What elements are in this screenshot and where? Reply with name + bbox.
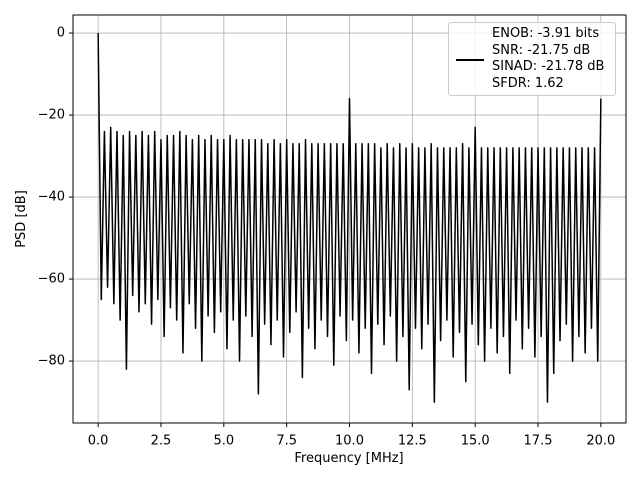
y-tick-label: −60 (38, 272, 65, 287)
legend-label: ENOB: -3.91 bits SNR: -21.75 dB SINAD: -… (492, 26, 605, 91)
y-tick-label: 0 (57, 26, 65, 41)
x-tick-label: 5.0 (213, 434, 234, 449)
psd-line (97, 33, 602, 403)
x-tick-label: 17.5 (524, 434, 553, 449)
plot-frame (72, 14, 627, 424)
y-tick-label: −20 (38, 108, 65, 123)
x-tick-label: 0.0 (88, 434, 109, 449)
x-tick-label: 12.5 (398, 434, 427, 449)
x-tick-label: 20.0 (586, 434, 615, 449)
y-tick-label: −80 (38, 354, 65, 369)
legend-swatch (456, 59, 484, 61)
x-tick-label: 10.0 (335, 434, 364, 449)
x-tick-label: 15.0 (461, 434, 490, 449)
x-tick-label: 2.5 (151, 434, 172, 449)
x-axis-label: Frequency [MHz] (294, 451, 403, 466)
y-axis-label: PSD [dB] (14, 190, 29, 248)
legend: ENOB: -3.91 bits SNR: -21.75 dB SINAD: -… (448, 22, 616, 96)
y-tick-label: −40 (38, 190, 65, 205)
x-tick-label: 7.5 (276, 434, 297, 449)
